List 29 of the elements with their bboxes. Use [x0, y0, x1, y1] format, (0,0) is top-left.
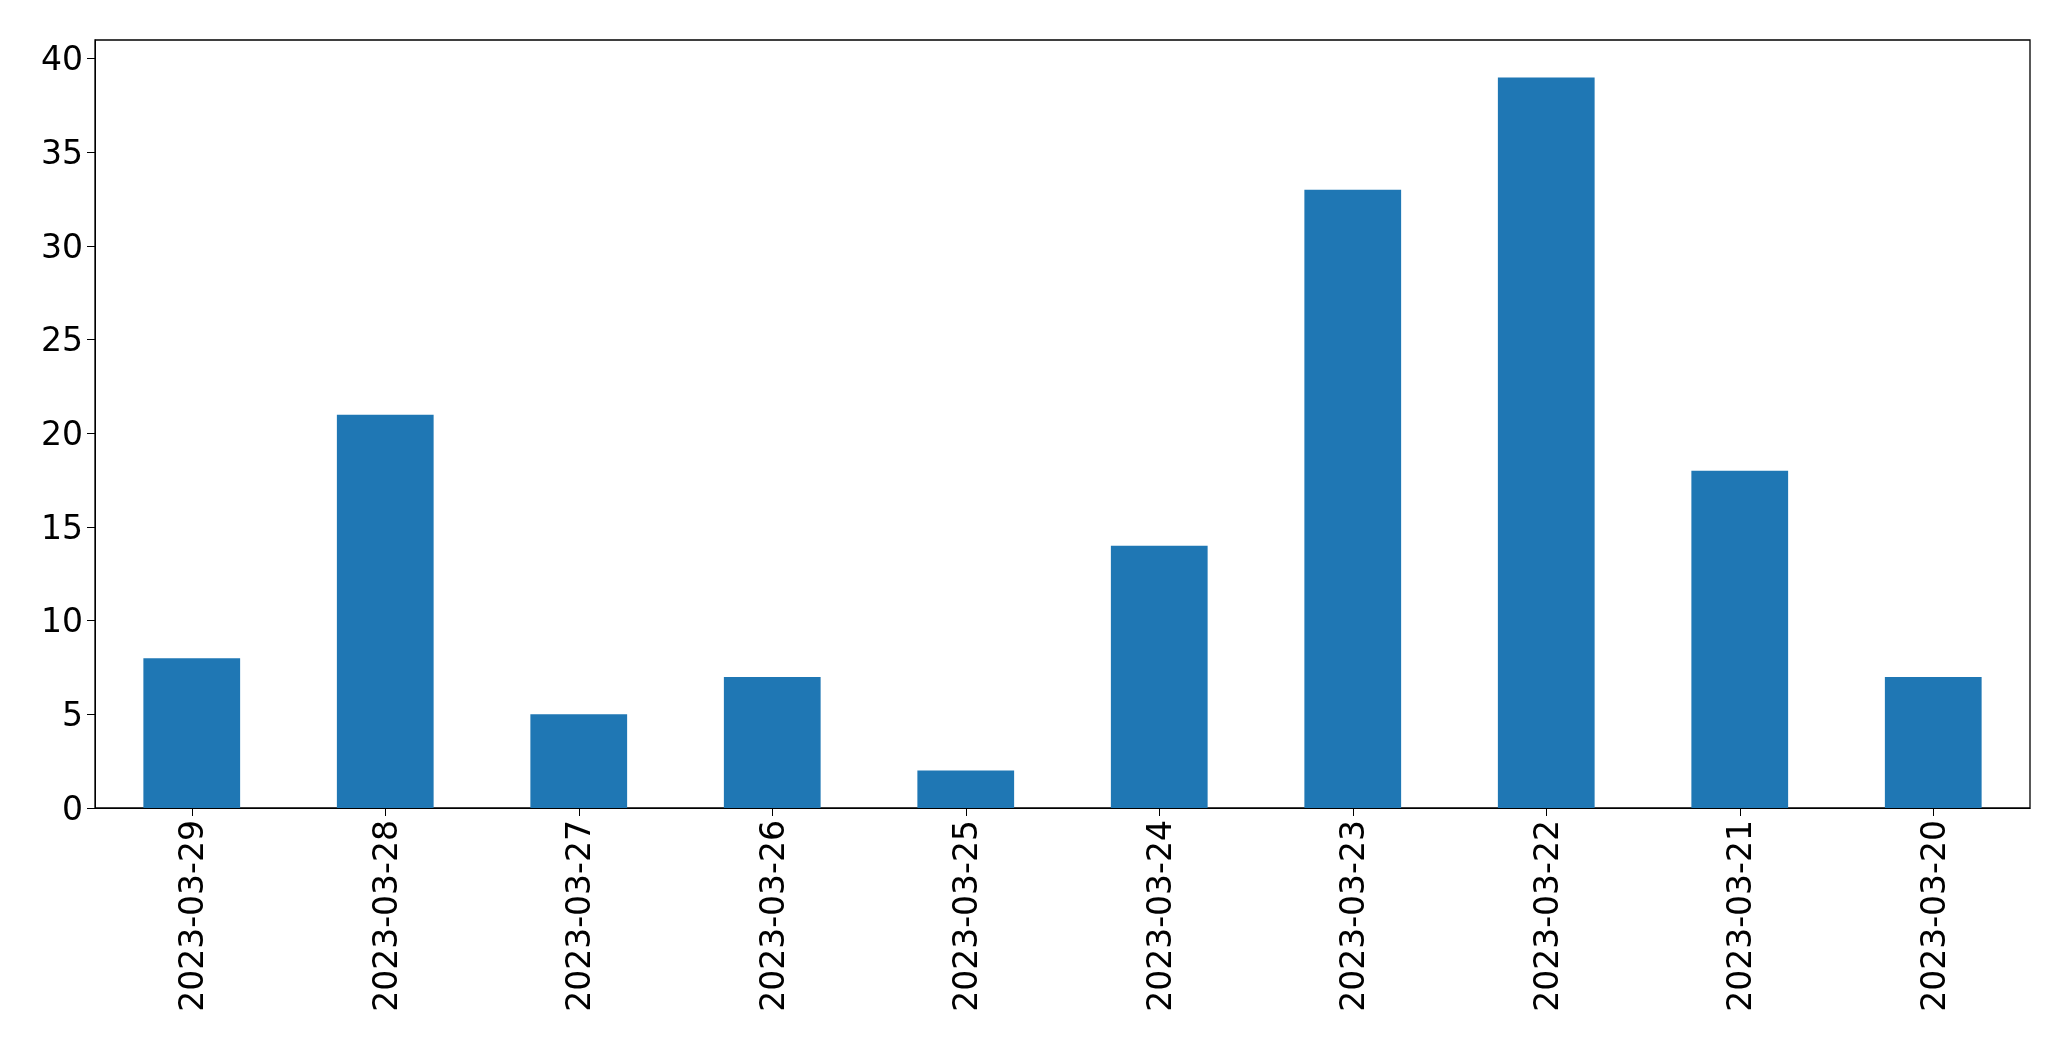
x-tick-label: 2023-03-23 — [1333, 820, 1373, 1012]
bar — [1884, 676, 1982, 808]
y-tick-label: 0 — [62, 788, 83, 828]
x-tick-label: 2023-03-25 — [946, 820, 986, 1012]
bar — [530, 714, 628, 808]
bar — [1304, 189, 1402, 808]
y-tick-label: 15 — [41, 507, 83, 547]
x-tick-label: 2023-03-29 — [172, 820, 212, 1012]
bar — [723, 676, 821, 808]
y-tick-label: 10 — [41, 601, 83, 641]
x-tick-label: 2023-03-27 — [559, 820, 599, 1012]
x-tick-label: 2023-03-28 — [365, 820, 405, 1012]
bar — [143, 658, 241, 808]
x-tick-label: 2023-03-21 — [1720, 820, 1760, 1012]
y-tick-label: 25 — [41, 320, 83, 360]
x-tick-label: 2023-03-24 — [1139, 820, 1179, 1012]
y-tick-label: 5 — [62, 694, 83, 734]
y-tick-label: 20 — [41, 413, 83, 453]
bar — [917, 770, 1015, 808]
y-tick-label: 40 — [41, 39, 83, 79]
bar — [1110, 545, 1208, 808]
y-tick-label: 30 — [41, 226, 83, 266]
x-tick-label: 2023-03-20 — [1913, 820, 1953, 1012]
bar — [336, 414, 434, 808]
y-tick-label: 35 — [41, 132, 83, 172]
bar — [1497, 77, 1595, 808]
x-tick-label: 2023-03-26 — [752, 820, 792, 1012]
x-tick-label: 2023-03-22 — [1526, 820, 1566, 1012]
bar — [1691, 470, 1789, 808]
